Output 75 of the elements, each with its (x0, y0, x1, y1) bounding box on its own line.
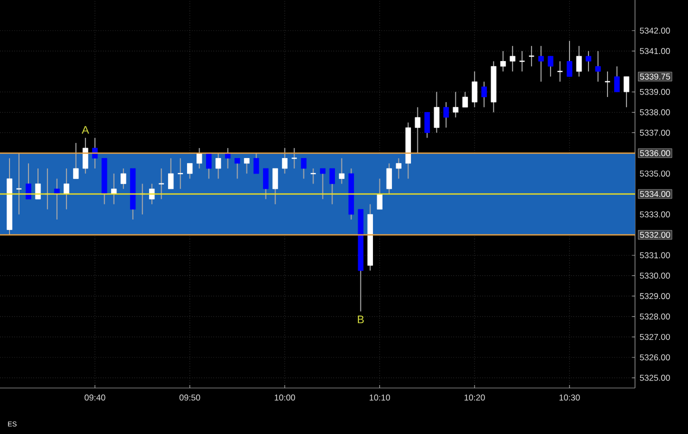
candlestick (35, 168, 41, 200)
candlestick (518, 50, 526, 72)
candlestick (282, 148, 288, 174)
candlestick (54, 178, 60, 220)
candlestick (510, 45, 516, 72)
annotation: 5339.75 (640, 74, 670, 80)
y-tick-label: 5339.00 (640, 88, 670, 95)
candlestick (291, 148, 298, 169)
candlestick (329, 168, 335, 205)
annotation: B (358, 316, 364, 324)
candlestick (376, 178, 382, 210)
candlestick (566, 40, 572, 78)
candlestick (216, 152, 222, 180)
x-tick-label: 10:20 (464, 394, 485, 401)
candlestick (187, 162, 193, 180)
x-tick-label: 10:30 (560, 394, 580, 401)
x-tick-label: 10:10 (370, 394, 390, 401)
y-tick-label: 5326.00 (640, 354, 670, 360)
candlestick (338, 158, 344, 184)
candlestick (624, 76, 630, 108)
candlestick (158, 168, 165, 200)
candlestick (254, 152, 260, 174)
candlestick (234, 158, 240, 180)
y-tick-label: 5330.00 (640, 272, 670, 279)
candlestick (386, 162, 392, 194)
candlestick (272, 168, 278, 205)
candlestick (82, 137, 88, 174)
candlestick (443, 102, 449, 128)
candlestick (414, 106, 420, 154)
candlestick (604, 70, 611, 98)
candlestick (614, 66, 620, 92)
candlestick (500, 50, 506, 72)
candlestick (434, 91, 440, 134)
candlestick (424, 112, 430, 138)
candlestick (548, 56, 554, 78)
candlestick (472, 70, 478, 108)
candlestick (481, 81, 487, 108)
candlestick (528, 45, 535, 67)
candlestick (26, 162, 32, 200)
candlestick (586, 50, 592, 72)
candlestick (73, 142, 79, 180)
candlestick (263, 168, 269, 200)
y-tick-label: 5327.00 (640, 334, 670, 340)
y-tick-label: 5342.00 (640, 28, 670, 34)
candlestick (168, 158, 174, 190)
y-tick-label: 5331.00 (640, 252, 670, 258)
candlestick (595, 50, 601, 82)
candlestick (206, 152, 212, 180)
ref-line-label: 5336.00 (640, 150, 670, 156)
candlestick (300, 158, 306, 180)
candlestick (538, 45, 544, 82)
y-tick-label: 5328.00 (640, 314, 670, 320)
y-tick-label: 5335.00 (640, 170, 670, 177)
y-tick-label: 5338.00 (640, 109, 670, 116)
y-tick-label: 5325.00 (640, 374, 670, 381)
ref-line-label: 5334.00 (640, 190, 670, 197)
y-tick-label: 5337.00 (640, 130, 670, 136)
ref-line-label: 5332.00 (640, 232, 670, 238)
annotation: A (82, 126, 90, 134)
candlestick (320, 168, 326, 200)
x-tick-label: 09:50 (180, 394, 200, 401)
candlestick (576, 45, 582, 78)
candlestick (452, 91, 458, 118)
candlestick (92, 137, 98, 169)
y-tick-label: 5333.00 (640, 211, 670, 218)
x-tick-label: 09:40 (84, 394, 106, 401)
y-tick-label: 5341.00 (640, 48, 670, 54)
x-tick-label: 10:00 (274, 394, 296, 401)
candlestick (462, 91, 468, 108)
candlestick (120, 168, 126, 190)
candlestick (64, 168, 70, 210)
candlestick (396, 158, 402, 180)
candlestick (111, 173, 117, 205)
candlestick (244, 158, 250, 174)
y-tick-label: 5329.00 (640, 293, 670, 300)
